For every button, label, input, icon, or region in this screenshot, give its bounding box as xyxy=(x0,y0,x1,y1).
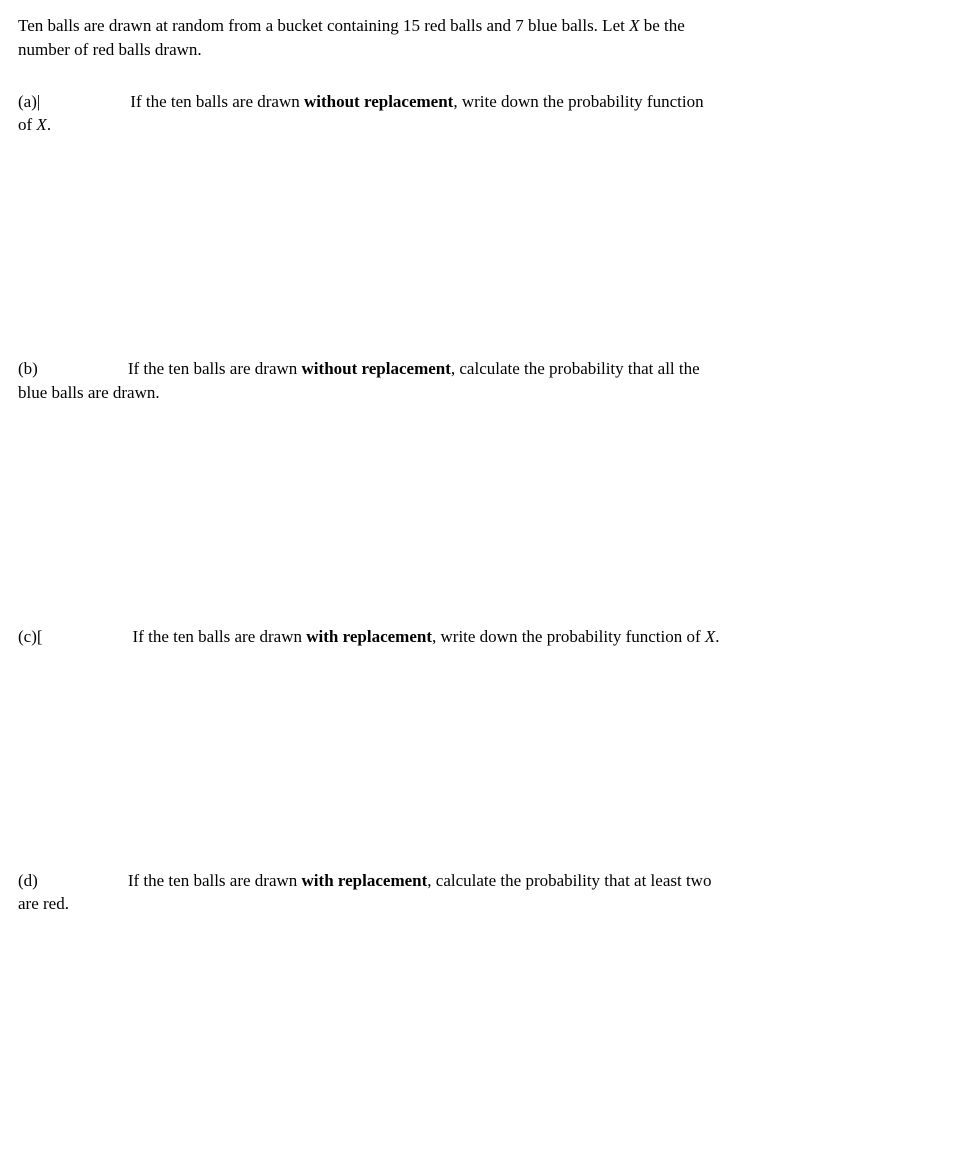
part-a-cont-pre: of xyxy=(18,115,36,134)
part-b-text-post: , calculate the probability that all the xyxy=(451,359,700,378)
part-c-text-pre: If the ten balls are drawn xyxy=(133,627,307,646)
part-a-cursor: | xyxy=(37,92,40,111)
part-c-text-post-var: X xyxy=(705,627,715,646)
part-c: (c)[ If the ten balls are drawn with repl… xyxy=(18,625,950,649)
part-b-text-bold: without replacement xyxy=(302,359,451,378)
part-b-text-pre: If the ten balls are drawn xyxy=(128,359,302,378)
part-d-label: (d) xyxy=(18,871,38,890)
part-a-text-post: , write down the probability function xyxy=(453,92,703,111)
part-a-text-pre: If the ten balls are drawn xyxy=(130,92,304,111)
problem-intro: Ten balls are drawn at random from a buc… xyxy=(18,14,950,62)
part-c-text-post-pre: , write down the probability function of xyxy=(432,627,705,646)
part-b-continuation: blue balls are drawn. xyxy=(18,381,950,405)
intro-line2: number of red balls drawn. xyxy=(18,38,950,62)
part-b: (b) If the ten balls are drawn without re… xyxy=(18,357,950,405)
intro-var: X xyxy=(629,16,639,35)
part-c-label: (c) xyxy=(18,627,37,646)
part-d-text-pre: If the ten balls are drawn xyxy=(128,871,302,890)
part-d: (d) If the ten balls are drawn with repla… xyxy=(18,869,950,917)
part-c-text-post-post: . xyxy=(715,627,719,646)
part-c-text-bold: with replacement xyxy=(306,627,432,646)
part-d-text-bold: with replacement xyxy=(302,871,428,890)
part-a-cont-post: . xyxy=(47,115,51,134)
part-a-continuation: of X. xyxy=(18,113,950,137)
part-d-continuation: are red. xyxy=(18,892,950,916)
intro-text-pre: Ten balls are drawn at random from a buc… xyxy=(18,16,629,35)
part-a-label: (a) xyxy=(18,92,37,111)
part-a: (a)| If the ten balls are drawn without r… xyxy=(18,90,950,138)
part-d-text-post: , calculate the probability that at leas… xyxy=(427,871,711,890)
intro-text-post: be the xyxy=(639,16,684,35)
part-a-text-bold: without replacement xyxy=(304,92,453,111)
part-b-label: (b) xyxy=(18,359,38,378)
part-a-cont-var: X xyxy=(36,115,46,134)
part-c-cursor: [ xyxy=(37,627,43,646)
